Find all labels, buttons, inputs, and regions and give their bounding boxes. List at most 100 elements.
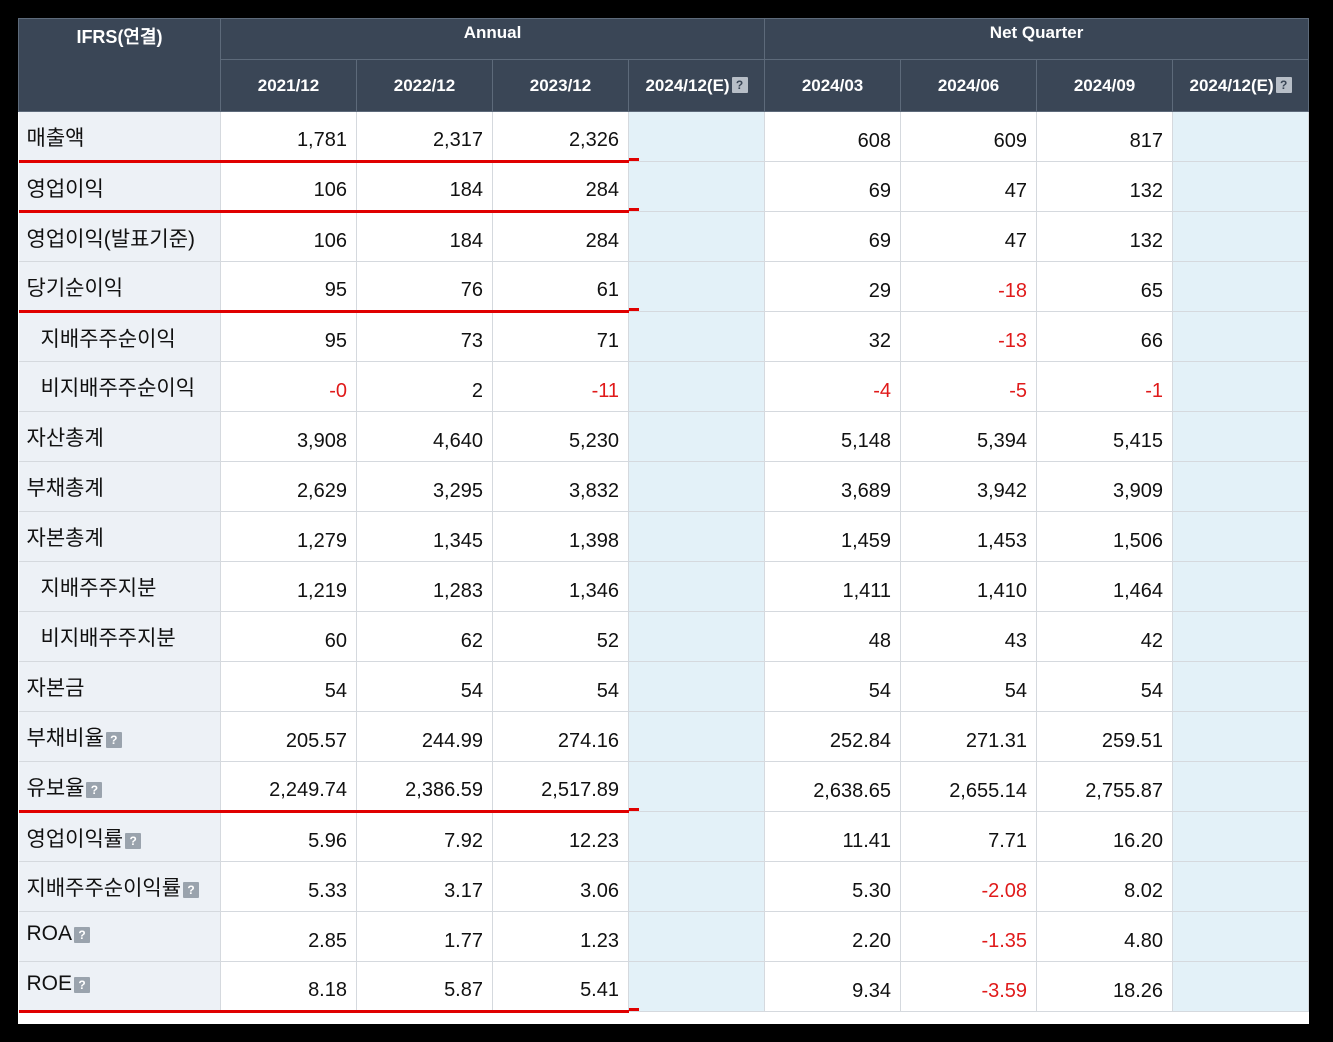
row-header: 부채총계	[18, 461, 221, 512]
quarter-value-cell: 132	[1036, 161, 1174, 212]
row-label: 비지배주주순이익	[40, 377, 196, 400]
annual-value-cell: 73	[356, 311, 493, 362]
quarter-value-cell: -2.08	[900, 861, 1038, 912]
period-label: 2022/12	[393, 75, 456, 95]
help-icon[interactable]: ?	[125, 833, 142, 849]
table-row: 유보율? 2,249.74 2,386.59 2,517.89 2,638.65 2,65…	[18, 761, 1310, 813]
quarter-value-cell: 1,411	[764, 561, 902, 612]
row-label[interactable]: ROA	[26, 922, 73, 945]
row-label[interactable]: 당기순이익	[26, 277, 124, 300]
help-icon[interactable]: ?	[183, 882, 200, 898]
row-label[interactable]: 영업이익률	[26, 828, 124, 851]
row-header: 지배주주순이익	[18, 311, 221, 362]
annual-value-cell: 2,517.89	[492, 761, 629, 813]
annual-value-cell: 3,832	[492, 461, 629, 512]
row-header: ROA?	[18, 911, 221, 962]
help-icon[interactable]: ?	[74, 977, 91, 993]
estimate-cell	[628, 161, 766, 212]
table-body: 매출액 1,781 2,317 2,326 608 609 817 영업이익 106 184 284…	[18, 111, 1310, 1013]
row-header: 비지배주주지분	[18, 611, 221, 662]
row-label[interactable]: 부채비율	[26, 727, 104, 750]
annual-value-cell: 205.57	[220, 711, 357, 762]
period-label: 2023/12	[529, 75, 592, 95]
annual-value-cell: 5,230	[492, 411, 629, 462]
annual-value-cell: 54	[220, 661, 357, 712]
estimate-cell	[1172, 761, 1310, 812]
quarter-value-cell: 43	[900, 611, 1038, 662]
row-header: 부채비율?	[18, 711, 221, 762]
quarter-period-header: 2024/06	[900, 59, 1038, 112]
table-row: 당기순이익 95 76 61 29 -18 65	[18, 261, 1310, 313]
row-label[interactable]: 유보율	[26, 777, 85, 800]
quarter-value-cell: 9.34	[764, 961, 902, 1012]
annual-value-cell: 12.23	[492, 811, 629, 862]
row-header: 영업이익	[18, 161, 221, 213]
annual-value-cell: 5.96	[220, 811, 357, 862]
estimate-cell	[1172, 461, 1310, 512]
annual-value-cell: 61	[492, 261, 629, 313]
estimate-cell	[628, 411, 766, 462]
table-row: 영업이익 106 184 284 69 47 132	[18, 161, 1310, 213]
annual-estimate-header: 2024/12(E)?	[627, 59, 766, 112]
annual-value-cell: 1,345	[356, 511, 493, 562]
quarter-value-cell: 48	[764, 611, 902, 662]
annual-value-cell: 274.16	[492, 711, 629, 762]
estimate-cell	[1172, 561, 1310, 612]
row-label[interactable]: ROE	[26, 972, 73, 995]
quarter-value-cell: -1.35	[900, 911, 1038, 962]
annual-value-cell: 54	[492, 661, 629, 712]
quarter-value-cell: 18.26	[1036, 961, 1174, 1012]
annual-value-cell: 2,249.74	[220, 761, 357, 813]
annual-value-cell: 184	[356, 161, 493, 213]
row-label[interactable]: 영업이익(발표기준)	[26, 228, 196, 251]
help-icon[interactable]: ?	[731, 76, 748, 93]
table-row: 영업이익(발표기준) 106 184 284 69 47 132	[18, 211, 1310, 262]
estimate-cell	[628, 611, 766, 662]
estimate-cell	[628, 261, 766, 312]
estimate-cell	[1172, 511, 1310, 562]
row-label[interactable]: 부채총계	[26, 477, 104, 500]
quarter-value-cell: 29	[764, 261, 902, 312]
quarter-value-cell: 2,755.87	[1036, 761, 1174, 812]
estimate-cell	[628, 361, 766, 412]
table-row: 부채총계 2,629 3,295 3,832 3,689 3,942 3,909	[18, 461, 1310, 512]
quarter-value-cell: 11.41	[764, 811, 902, 862]
quarter-value-cell: 3,689	[764, 461, 902, 512]
help-icon[interactable]: ?	[74, 927, 91, 943]
row-label[interactable]: 매출액	[26, 127, 85, 150]
row-header: 지배주주순이익률?	[18, 861, 221, 912]
quarter-value-cell: 5,394	[900, 411, 1038, 462]
row-label[interactable]: 지배주주순이익률	[26, 877, 182, 900]
annual-value-cell: 5.87	[356, 961, 493, 1013]
quarter-value-cell: 7.71	[900, 811, 1038, 862]
quarter-value-cell: 47	[900, 211, 1038, 262]
annual-value-cell: 2	[356, 361, 493, 412]
annual-period-header: 2021/12	[220, 59, 357, 112]
row-label: 지배주주순이익	[40, 328, 176, 351]
row-label[interactable]: 영업이익	[26, 178, 104, 201]
annual-value-cell: 5.33	[220, 861, 357, 912]
estimate-cell	[628, 961, 766, 1012]
annual-value-cell: 1,346	[492, 561, 629, 612]
row-label[interactable]: 자본금	[26, 677, 85, 700]
row-label[interactable]: 자산총계	[26, 427, 104, 450]
table-row: 매출액 1,781 2,317 2,326 608 609 817	[18, 111, 1310, 163]
quarter-value-cell: 54	[900, 661, 1038, 712]
table-row: 비지배주주순이익 -0 2 -11 -4 -5 -1	[18, 361, 1310, 412]
quarter-value-cell: 1,453	[900, 511, 1038, 562]
estimate-cell	[1172, 961, 1310, 1012]
help-icon[interactable]: ?	[1275, 76, 1292, 93]
period-label: 2024/09	[1073, 75, 1136, 95]
help-icon[interactable]: ?	[86, 782, 103, 798]
estimate-cell	[1172, 911, 1310, 962]
row-label[interactable]: 자본총계	[26, 527, 104, 550]
annual-value-cell: 2.85	[220, 911, 357, 962]
quarter-value-cell: 42	[1036, 611, 1174, 662]
quarter-value-cell: 2,655.14	[900, 761, 1038, 812]
annual-value-cell: 1.23	[492, 911, 629, 962]
annual-value-cell: 284	[492, 211, 629, 262]
quarter-value-cell: 16.20	[1036, 811, 1174, 862]
estimate-cell	[628, 861, 766, 912]
help-icon[interactable]: ?	[105, 732, 122, 748]
row-header: 자본총계	[18, 511, 221, 562]
